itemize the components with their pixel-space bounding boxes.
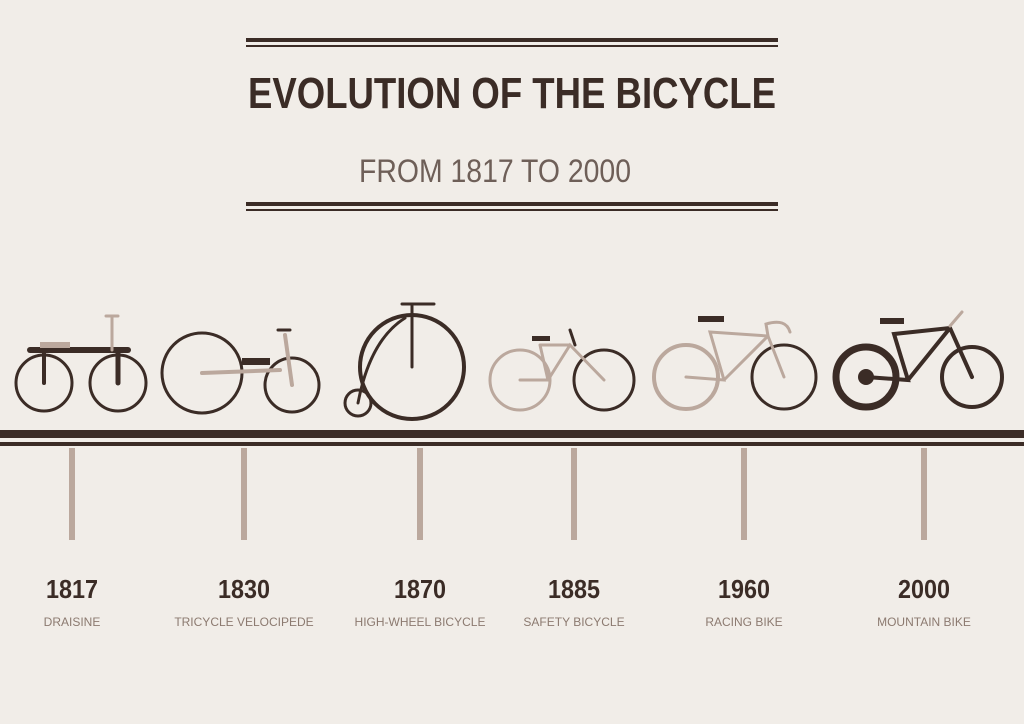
bike-draisine: [14, 314, 148, 413]
bicycles: [14, 302, 1004, 421]
timeline-tick: [417, 448, 423, 540]
year: 2000: [898, 574, 950, 604]
bike-velocipede: [160, 328, 321, 415]
header-rules: [246, 38, 778, 211]
timeline-tick: [921, 448, 927, 540]
bike-name: HIGH-WHEEL BICYCLE: [355, 615, 486, 629]
timeline-bar: [0, 430, 1024, 446]
timeline-tick: [69, 448, 75, 540]
timeline-tick: [741, 448, 747, 540]
title: EVOLUTION OF THE BICYCLE: [248, 69, 776, 118]
bike-name: MOUNTAIN BIKE: [877, 615, 971, 629]
year: 1870: [394, 574, 446, 604]
year: 1817: [46, 574, 98, 604]
bike-name: RACING BIKE: [705, 615, 782, 629]
bike-name: TRICYCLE VELOCIPEDE: [174, 615, 313, 629]
bike-high-wheel: [343, 302, 466, 421]
year: 1885: [548, 574, 600, 604]
timeline-items: 1817 DRAISINE 1830 TRICYCLE VELOCIPEDE 1870 H…: [44, 448, 971, 629]
year: 1830: [218, 574, 270, 604]
timeline-tick: [241, 448, 247, 540]
bike-mountain: [832, 310, 1004, 411]
bike-name: SAFETY BICYCLE: [523, 615, 624, 629]
bike-safety: [488, 328, 636, 412]
subtitle: FROM 1817 TO 2000: [359, 153, 631, 189]
year: 1960: [718, 574, 770, 604]
timeline-tick: [571, 448, 577, 540]
bike-name: DRAISINE: [44, 615, 101, 629]
bike-racing: [652, 316, 818, 411]
